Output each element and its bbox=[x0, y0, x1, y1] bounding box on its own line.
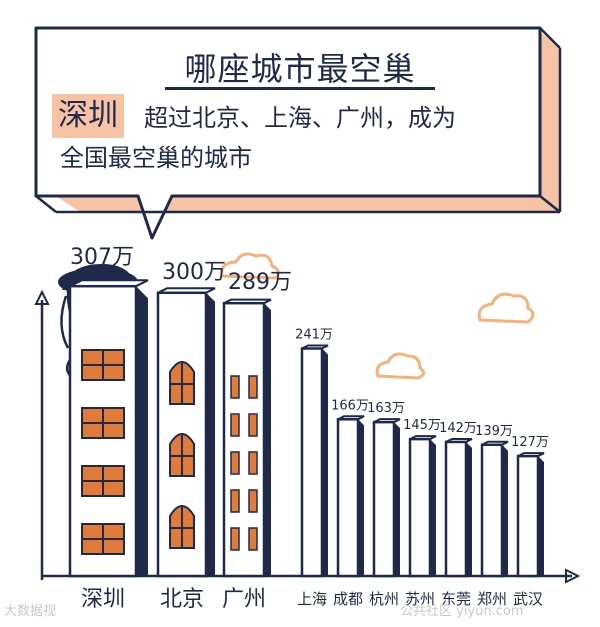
category-label: 上海 bbox=[297, 590, 327, 608]
category-label: 广州 bbox=[222, 587, 266, 612]
category-label: 杭州 bbox=[369, 590, 399, 608]
cloud-icon bbox=[220, 252, 280, 280]
bar bbox=[408, 435, 437, 578]
bar bbox=[68, 279, 149, 578]
highlight-city: 深圳 bbox=[52, 94, 124, 138]
bars-group bbox=[68, 279, 545, 578]
category-label: 北京 bbox=[160, 587, 204, 612]
watermark-right: 公共社区 yiyun.com bbox=[400, 604, 524, 619]
bar-value-label: 166万 bbox=[331, 398, 369, 413]
title-underline bbox=[165, 87, 435, 90]
bar bbox=[300, 344, 329, 578]
y-axis bbox=[34, 289, 50, 580]
category-label: 武汉 bbox=[513, 590, 543, 608]
cloud-icon bbox=[477, 292, 535, 324]
bar bbox=[336, 415, 365, 578]
speech-bubble bbox=[34, 26, 562, 240]
chart-title: 哪座城市最空巢 bbox=[184, 50, 416, 88]
bar-value-label: 289万 bbox=[228, 270, 292, 295]
watermark-left: 大数据视 bbox=[4, 604, 57, 619]
bar bbox=[156, 287, 216, 578]
category-labels-group: 深圳 北京 广州 上海 成都 杭州 苏州 东莞 郑州 武汉 bbox=[81, 587, 543, 612]
subtitle-text: 超过北京、上海、广州，成为 bbox=[144, 104, 456, 132]
bar-value-label: 163万 bbox=[367, 401, 405, 416]
category-label: 郑州 bbox=[477, 590, 507, 608]
bar bbox=[372, 418, 401, 578]
subtitle-line-2: 全国最空巢的城市 bbox=[60, 144, 252, 172]
category-label: 苏州 bbox=[405, 590, 435, 608]
bar-value-label: 241万 bbox=[295, 327, 333, 342]
bar-value-label: 142万 bbox=[439, 421, 477, 436]
cloud-icon bbox=[375, 352, 425, 380]
bar bbox=[444, 437, 473, 578]
bar-value-label: 139万 bbox=[475, 424, 513, 439]
category-label: 成都 bbox=[333, 590, 363, 608]
bar-value-label: 300万 bbox=[162, 260, 226, 285]
bar-value-label: 307万 bbox=[70, 245, 134, 270]
bar-value-label: 145万 bbox=[403, 418, 441, 433]
category-label: 东莞 bbox=[441, 590, 471, 608]
bar-value-label: 127万 bbox=[511, 435, 549, 450]
category-label: 深圳 bbox=[81, 587, 125, 612]
bar bbox=[222, 298, 272, 578]
bar bbox=[516, 452, 545, 578]
bar bbox=[480, 440, 509, 578]
